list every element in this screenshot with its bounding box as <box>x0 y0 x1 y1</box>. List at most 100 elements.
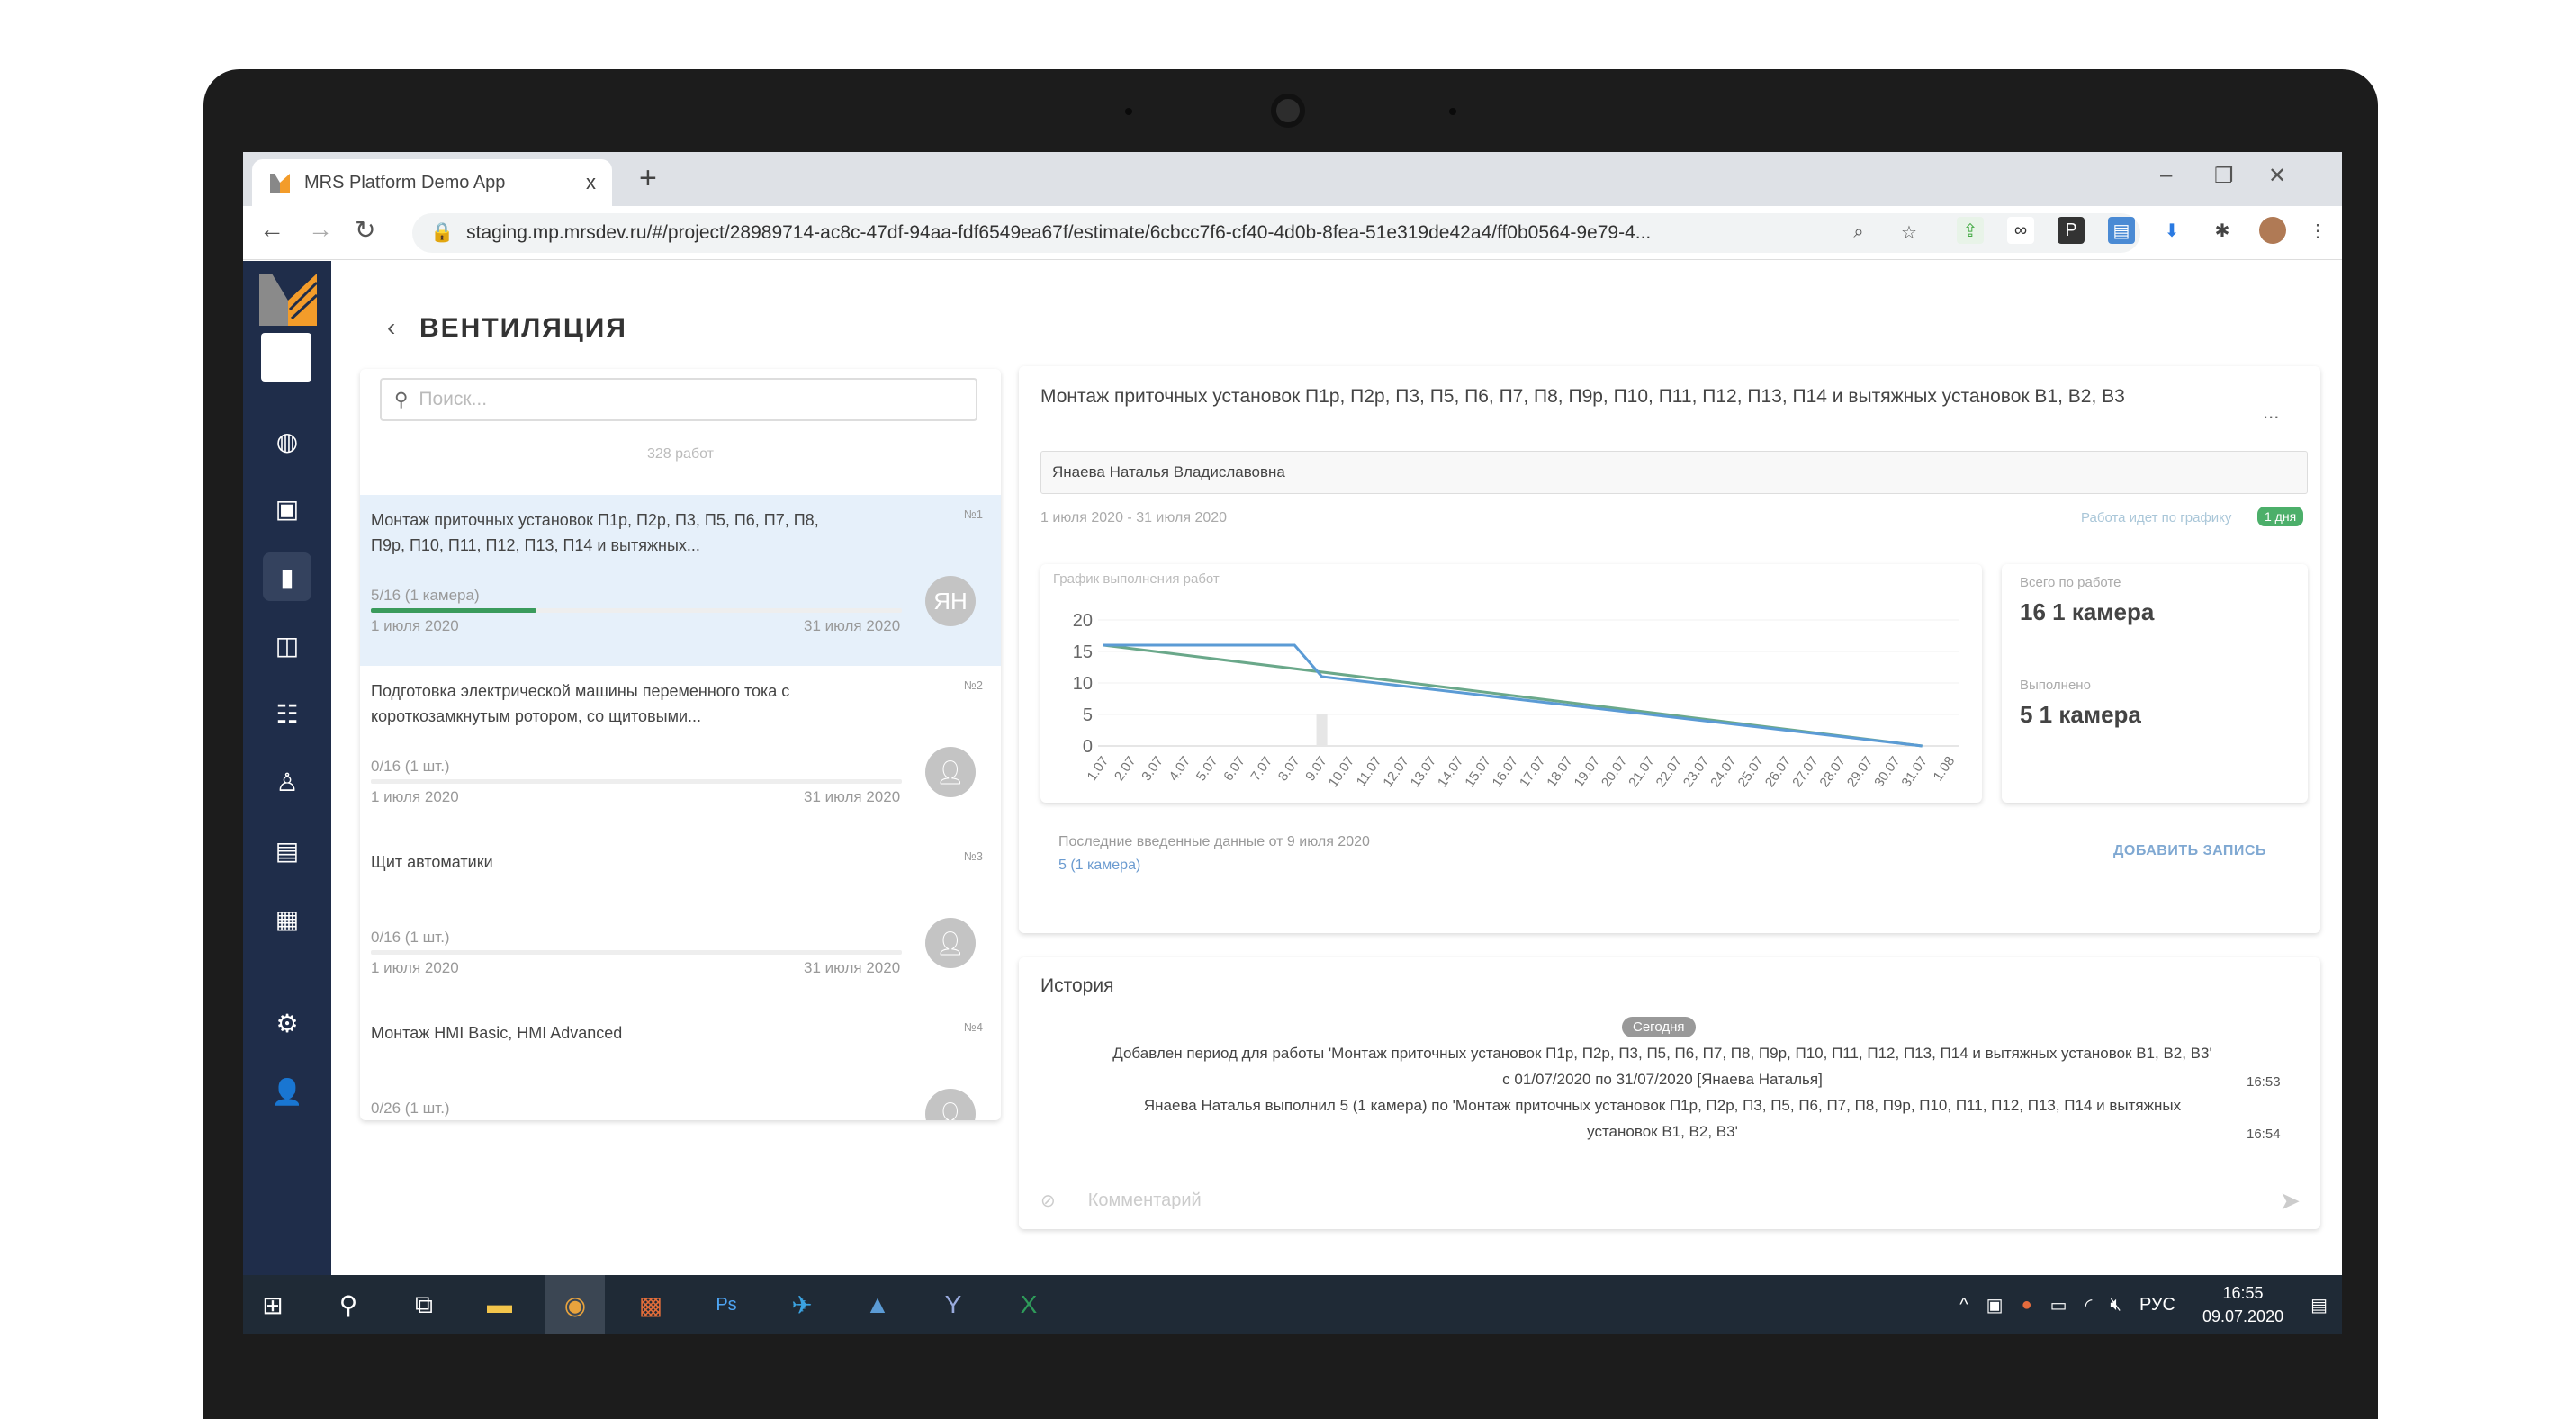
work-item-end: 31 июля 2020 <box>804 617 901 634</box>
photoshop-icon[interactable]: Ps <box>716 1294 737 1315</box>
screen: MRS Platform Demo App x + – ❐ ✕ ← → ↻ 🔒 … <box>243 152 2342 1334</box>
chart-svg: 0 5 10 15 20 1.07 2.07 3.07 4.07 5.07 6.07 7.07 8.07… <box>1073 611 1959 791</box>
extensions-puzzle-icon[interactable]: ✱ <box>2214 220 2230 241</box>
app-icon[interactable]: ▩ <box>638 1290 663 1319</box>
new-tab-button[interactable]: + <box>639 161 657 195</box>
task-view-icon[interactable]: ⧉ <box>415 1289 433 1318</box>
work-item-number: №1 <box>963 507 983 521</box>
clock-time: 16:55 <box>2222 1284 2264 1302</box>
mrs-logo <box>259 274 319 326</box>
back-icon[interactable]: ← <box>259 215 284 243</box>
bookmark-star-icon[interactable]: ☆ <box>1901 222 1917 243</box>
status-badge: 1 дня <box>2257 507 2304 526</box>
project-thumbnail[interactable] <box>261 333 311 382</box>
extension-drop-icon[interactable]: ⬇ <box>2164 220 2180 241</box>
extension-icon[interactable]: ⇪ <box>1957 217 1984 244</box>
reload-icon[interactable]: ↻ <box>355 216 376 244</box>
webcam <box>1271 94 1305 128</box>
send-icon[interactable]: ➤ <box>2279 1186 2301 1215</box>
x-tick-label: 24.07 <box>1707 754 1739 791</box>
sidebar-grid-icon[interactable]: ▦ <box>275 904 300 933</box>
x-tick-label: 6.07 <box>1220 754 1248 785</box>
tray-app-icon[interactable]: ▣ <box>1986 1295 2004 1316</box>
forward-icon[interactable]: → <box>308 215 333 243</box>
x-tick-label: 4.07 <box>1166 754 1194 785</box>
app-y-icon[interactable]: Y <box>944 1290 962 1318</box>
work-item-number: №4 <box>963 1020 983 1034</box>
browser-menu-icon[interactable]: ⋮ <box>2309 220 2327 241</box>
more-options-icon[interactable]: ... <box>2263 400 2280 423</box>
work-item-end: 31 июля 2020 <box>804 959 901 976</box>
drive-icon[interactable]: ▲ <box>865 1290 890 1318</box>
x-tick-label: 10.07 <box>1326 754 1357 791</box>
work-item-progress: 0/26 (1 шт.) <box>371 1100 450 1117</box>
work-item-progress: 5/16 (1 камера) <box>371 587 480 604</box>
x-tick-label: 3.07 <box>1139 754 1166 785</box>
search-icon[interactable]: ⚲ <box>338 1290 358 1319</box>
history-title: История <box>1040 975 1114 996</box>
restore-icon[interactable]: ❐ <box>2214 164 2234 188</box>
volume-muted-icon[interactable]: 🔇︎ <box>2110 1294 2121 1315</box>
work-item-end: 31 июля 2020 <box>804 788 901 805</box>
tray-chrome-icon[interactable]: ● <box>2021 1294 2032 1315</box>
start-icon[interactable]: ⊞ <box>262 1290 284 1319</box>
sidebar-chart-icon[interactable]: ▮ <box>263 552 311 601</box>
work-list-item[interactable]: Щит автоматики №3 0/16 (1 шт.) 1 июля 20… <box>360 837 1001 1008</box>
extension-glasses-icon[interactable]: ∞ <box>2007 217 2034 244</box>
close-tab-icon[interactable]: x <box>586 171 596 193</box>
sidebar-document-icon[interactable]: ◫ <box>275 631 300 660</box>
assignee-avatar[interactable]: 👤︎ <box>925 747 976 797</box>
sidebar-profile-icon[interactable]: 👤 <box>271 1077 303 1106</box>
browser-tab[interactable]: MRS Platform Demo App x <box>252 159 612 206</box>
assignee-field[interactable]: Янаева Наталья Владиславовна <box>1040 451 2308 494</box>
work-item-start: 1 июля 2020 <box>371 959 459 976</box>
last-data-label: Последние введенные данные от 9 июля 202… <box>1058 834 1370 849</box>
file-explorer-icon[interactable]: ▬ <box>487 1290 512 1318</box>
x-tick-label: 1.08 <box>1931 754 1959 785</box>
x-tick-label: 8.07 <box>1275 754 1303 785</box>
zoom-icon[interactable]: ⌕ <box>1853 221 1864 242</box>
sidebar-globe-icon[interactable]: ◍ <box>275 427 299 455</box>
minimize-icon[interactable]: – <box>2160 163 2173 187</box>
work-list-item[interactable]: Монтаж HMI Basic, HMI Advanced №4 0/26 (… <box>360 1008 1001 1120</box>
comment-input[interactable]: ⊘ Комментарий ➤ <box>1040 1182 2301 1218</box>
assignee-avatar[interactable]: 👤︎ <box>925 1089 976 1120</box>
sidebar-settings-icon[interactable]: ⚙ <box>275 1009 299 1037</box>
assignee-avatar[interactable]: ЯН <box>925 576 976 626</box>
assignee-avatar[interactable]: 👤︎ <box>925 918 976 968</box>
sidebar-contact-icon[interactable]: ▤ <box>275 836 300 865</box>
work-list-item[interactable]: Подготовка электрической машины переменн… <box>360 666 1001 837</box>
battery-icon[interactable]: ▭ <box>2049 1295 2067 1316</box>
attach-icon[interactable]: ⊘ <box>1040 1190 1056 1211</box>
profile-avatar[interactable] <box>2259 217 2286 244</box>
clock[interactable]: 16:55 09.07.2020 <box>2202 1281 2283 1328</box>
search-placeholder: Поиск... <box>419 389 488 409</box>
language-indicator[interactable]: РУС <box>2139 1294 2175 1315</box>
url-bar[interactable]: 🔒 staging.mp.mrsdev.ru/#/project/2898971… <box>412 213 2140 253</box>
extension-p-icon[interactable]: P <box>2058 217 2085 244</box>
work-item-start: 1 июля 2020 <box>371 788 459 805</box>
extension-new-icon[interactable]: ▤ <box>2108 217 2135 244</box>
sidebar-dashboard-icon[interactable]: ▣ <box>275 494 300 523</box>
y-tick-label: 15 <box>1073 642 1093 662</box>
search-input[interactable]: ⚲ Поиск... <box>380 378 977 421</box>
wifi-icon[interactable]: ◜ <box>2085 1295 2093 1316</box>
x-tick-label: 1.07 <box>1085 754 1112 785</box>
sidebar-table-icon[interactable]: ☷ <box>275 699 299 728</box>
excel-icon[interactable]: X <box>1020 1290 1038 1318</box>
add-record-button[interactable]: ДОБАВИТЬ ЗАПИСЬ <box>2113 843 2266 858</box>
total-label: Всего по работе <box>2020 575 2121 590</box>
telegram-icon[interactable]: ✈ <box>791 1290 813 1319</box>
back-button[interactable]: ‹ <box>387 313 396 341</box>
sensor-dot <box>1125 108 1132 115</box>
sidebar-users-icon[interactable]: ♙ <box>275 768 299 796</box>
tray-chevron-icon[interactable]: ^ <box>1959 1294 1968 1315</box>
chrome-icon[interactable]: ◉ <box>545 1275 605 1334</box>
user-icon: 👤︎ <box>935 929 966 956</box>
close-window-icon[interactable]: ✕ <box>2268 164 2287 188</box>
notifications-icon[interactable]: ▤ <box>2310 1295 2328 1316</box>
work-list-item[interactable]: Монтаж приточных установок П1р, П2р, П3,… <box>360 495 1001 666</box>
x-tick-label: 27.07 <box>1789 754 1821 791</box>
avatar-initials: ЯН <box>933 587 968 615</box>
x-tick-label: 23.07 <box>1680 754 1712 791</box>
